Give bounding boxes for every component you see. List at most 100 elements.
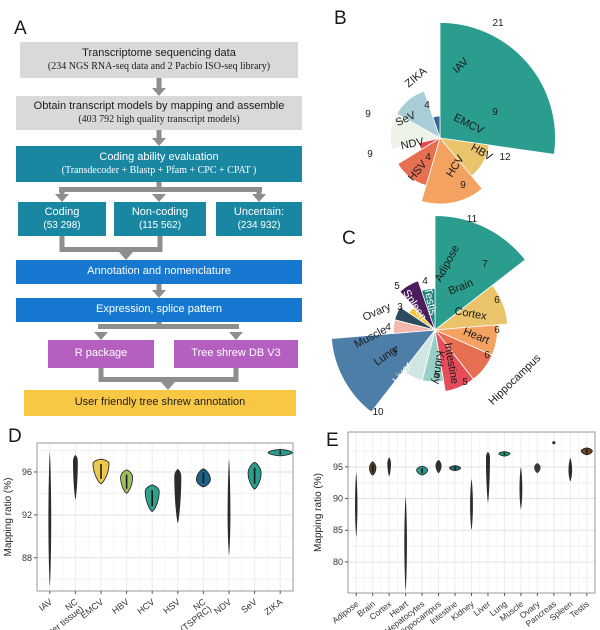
rose-value-brain: 7 — [482, 259, 488, 270]
rose-value-adipose: 11 — [467, 214, 478, 225]
box-title: User friendly tree shrew annotation — [74, 396, 246, 409]
y-tick-label: 85 — [333, 525, 343, 535]
arrowhead-icon — [152, 290, 166, 298]
connector-bar — [156, 322, 162, 328]
x-tick-label: HSV — [161, 597, 182, 616]
connector-bar — [157, 236, 163, 252]
y-tick-label: 90 — [333, 494, 343, 504]
box-title: Coding — [44, 205, 80, 218]
rose-value-emcv: 9 — [492, 107, 498, 118]
rose-value-intestine: 5 — [462, 377, 468, 388]
rose-value-kidney: 5 — [434, 370, 440, 381]
box-title: Non-coding — [131, 205, 189, 218]
flowchart-box-annotation: Annotation and nomenclature — [16, 260, 302, 284]
arrowhead-icon — [94, 332, 108, 340]
box-title: Tree shrew DB V3 — [191, 347, 281, 360]
box-subtitle: (403 792 high quality transcript models) — [78, 113, 240, 125]
flowchart-box-models: Obtain transcript models by mapping and … — [16, 96, 302, 130]
rose-slice-zika — [432, 115, 441, 139]
y-tick-label: 95 — [333, 462, 343, 472]
rose-slice-adipose — [434, 215, 526, 331]
violin-spleen — [568, 457, 573, 482]
flowchart-box-sequencing: Transcriptome sequencing data (234 NGS R… — [20, 42, 298, 78]
connector-bar — [98, 368, 104, 382]
connector-bar — [98, 377, 239, 382]
rose-value-hsv: 4 — [425, 152, 431, 163]
rose-slice-spleen — [399, 280, 436, 331]
violin-liver — [485, 451, 490, 503]
connector-bar — [156, 284, 162, 292]
rose-slice-sev — [396, 90, 441, 139]
x-tick-label: Testis — [568, 599, 591, 620]
rose-value-heart: 6 — [494, 325, 500, 336]
connector-bar — [156, 78, 162, 89]
rose-value-hbv: 12 — [499, 152, 511, 163]
box-subtitle: (Transdecoder + Blastp + Pfam + CPC + CP… — [61, 164, 257, 176]
flowchart-box-uncertain: Uncertain: (234 932) — [216, 202, 302, 236]
violin-ndv — [227, 459, 231, 556]
x-tick-label: NDV — [212, 597, 233, 617]
violin-hsv — [174, 468, 182, 524]
panel-e-letter: E — [326, 430, 339, 451]
violin-nc-othter-tissue- — [73, 454, 78, 500]
violin-ovary — [534, 463, 541, 474]
violin-kidney — [470, 478, 473, 531]
violin-adipose — [355, 472, 358, 538]
box-title: Transcriptome sequencing data — [82, 46, 236, 59]
rose-value-hippocampus: 6 — [484, 350, 490, 361]
violin-muscle — [519, 466, 523, 510]
box-title: Coding ability evaluation — [99, 150, 219, 163]
y-tick-label: 92 — [22, 510, 32, 520]
y-axis-label: Mapping ratio (%) — [313, 473, 324, 552]
rose-value-cortex: 6 — [494, 295, 500, 306]
rose-slice-liver — [330, 329, 436, 413]
violin-pancreas — [552, 441, 556, 445]
flowchart-box-treeshrew-db: Tree shrew DB V3 — [174, 340, 298, 368]
arrowhead-icon — [229, 332, 243, 340]
rose-slice-testis — [420, 287, 436, 331]
rose-value-zika: 4 — [424, 100, 430, 111]
rose-label-ovary: Ovary — [361, 301, 393, 324]
connector-bar — [59, 192, 65, 195]
connector-bar — [59, 236, 65, 252]
rose-slice-hbv — [420, 137, 483, 205]
y-tick-label: 88 — [22, 553, 32, 563]
box-subtitle: (53 298) — [43, 219, 81, 231]
box-title: Expression, splice pattern — [96, 303, 222, 316]
rose-label-zika: ZIKA — [403, 65, 430, 90]
rose-value-lung: 4 — [392, 345, 398, 356]
connector-bar — [156, 130, 162, 139]
violin-cortex — [387, 457, 391, 477]
plot-border — [36, 442, 294, 592]
connector-bar — [59, 187, 262, 192]
arrowhead-icon — [55, 194, 69, 202]
violin-heart — [404, 496, 407, 592]
rose-value-spleen: 5 — [394, 281, 400, 292]
arrowhead-icon — [252, 194, 266, 202]
flowchart-panel: Transcriptome sequencing data (234 NGS R… — [6, 6, 316, 418]
panel-c-letter: C — [342, 228, 356, 249]
y-axis-label: Mapping ratio (%) — [3, 478, 14, 557]
rose-slice-hippocampus — [434, 329, 474, 392]
box-title: Annotation and nomenclature — [87, 265, 231, 278]
flowchart-box-rpackage: R package — [48, 340, 154, 368]
x-tick-label: EMCV — [79, 597, 106, 621]
flowchart-box-noncoding: Non-coding (115 562) — [114, 202, 206, 236]
panel-d-letter: D — [8, 426, 22, 447]
box-subtitle: (115 562) — [138, 219, 182, 231]
x-tick-label: ZIKA — [263, 597, 285, 617]
rose-label-cortex: Cortex — [454, 305, 488, 323]
arrowhead-icon — [152, 88, 166, 96]
arrowhead-icon — [152, 194, 166, 202]
arrowhead-icon — [119, 252, 133, 260]
box-title: R package — [74, 347, 128, 360]
x-tick-label: HCV — [135, 597, 156, 617]
connector-bar — [256, 192, 262, 195]
box-title: Obtain transcript models by mapping and … — [33, 99, 285, 112]
flowchart-box-final: User friendly tree shrew annotation — [24, 390, 296, 416]
flowchart-box-expression: Expression, splice pattern — [16, 298, 302, 322]
rose-label-hippocampus: Hippocampus — [487, 352, 544, 408]
